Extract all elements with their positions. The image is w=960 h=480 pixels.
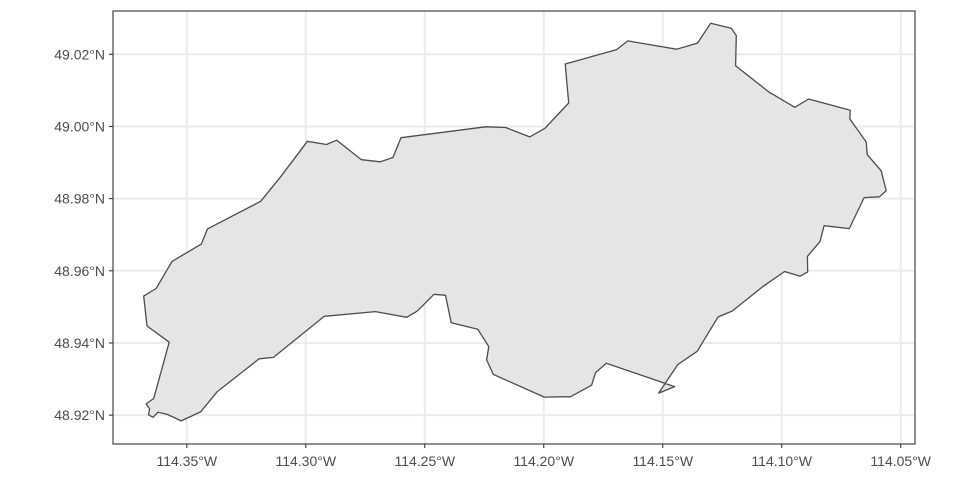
y-tick-label: 48.98°N — [54, 191, 105, 207]
y-tick-label: 48.94°N — [54, 335, 105, 351]
axes: 114.35°W 114.30°W 114.25°W 114.20°W 114.15°W… — [54, 46, 932, 469]
x-tick-label: 114.15°W — [632, 453, 693, 469]
x-tick-label: 114.20°W — [513, 453, 574, 469]
y-tick-label: 48.92°N — [54, 407, 105, 423]
x-tick-label: 114.25°W — [394, 453, 455, 469]
x-tick-label: 114.35°W — [156, 453, 217, 469]
y-tick-label: 49.00°N — [54, 118, 105, 134]
y-tick-label: 48.96°N — [54, 263, 105, 279]
x-tick-label: 114.10°W — [751, 453, 812, 469]
region-polygon — [143, 22, 887, 422]
x-tick-label: 114.30°W — [275, 453, 336, 469]
x-tick-label: 114.05°W — [870, 453, 931, 469]
polygon-layer — [143, 22, 887, 422]
panel-border — [112, 10, 916, 445]
y-tick-label: 49.02°N — [54, 46, 105, 62]
